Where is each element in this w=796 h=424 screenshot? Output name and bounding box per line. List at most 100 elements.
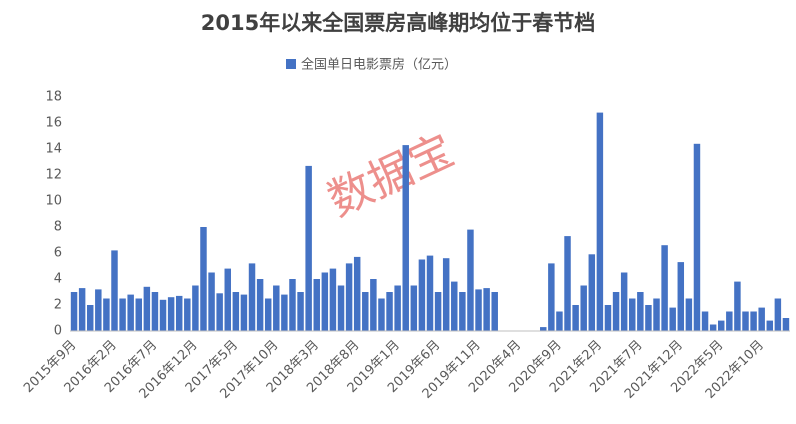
y-tick-label: 12 bbox=[45, 168, 62, 183]
bar bbox=[192, 285, 199, 331]
bar bbox=[95, 289, 102, 331]
bar bbox=[418, 259, 426, 331]
bar bbox=[135, 298, 142, 331]
bar bbox=[184, 298, 191, 331]
bar bbox=[604, 305, 612, 331]
bar bbox=[362, 292, 369, 331]
bar bbox=[394, 285, 401, 331]
bar bbox=[289, 279, 296, 331]
bar bbox=[143, 286, 151, 331]
bar bbox=[232, 292, 240, 331]
bar bbox=[151, 292, 159, 331]
bar bbox=[159, 299, 167, 331]
bar bbox=[774, 298, 782, 331]
chart-title: 2015年以来全国票房高峰期均位于春节档 bbox=[201, 11, 595, 35]
bar bbox=[353, 256, 361, 331]
y-tick-label: 0 bbox=[54, 324, 62, 339]
y-tick-label: 6 bbox=[54, 246, 62, 261]
bar bbox=[273, 285, 280, 331]
bar bbox=[70, 292, 78, 331]
bar bbox=[127, 294, 134, 331]
bar bbox=[208, 272, 215, 331]
bar bbox=[540, 327, 547, 331]
bar bbox=[329, 268, 337, 331]
bar bbox=[167, 297, 175, 331]
y-tick-label: 14 bbox=[45, 142, 62, 157]
bar bbox=[248, 263, 256, 331]
bar bbox=[572, 305, 579, 331]
y-tick-label: 8 bbox=[54, 220, 62, 235]
bar bbox=[742, 311, 749, 331]
bar bbox=[596, 112, 604, 331]
bar bbox=[410, 285, 418, 331]
bar bbox=[305, 165, 312, 331]
bar bbox=[556, 311, 563, 331]
y-tick-label: 2 bbox=[54, 298, 62, 313]
bar bbox=[175, 295, 183, 331]
bar bbox=[548, 263, 555, 331]
bar bbox=[240, 294, 248, 331]
bar bbox=[345, 263, 353, 331]
bar bbox=[321, 272, 329, 331]
bar bbox=[580, 285, 587, 331]
bar bbox=[782, 318, 790, 331]
bar bbox=[766, 320, 774, 331]
bar bbox=[669, 307, 676, 331]
bar bbox=[402, 145, 409, 331]
bar bbox=[620, 272, 628, 331]
bar bbox=[264, 298, 272, 331]
bar bbox=[637, 292, 644, 331]
bar bbox=[281, 294, 288, 331]
bar bbox=[442, 258, 450, 331]
bar bbox=[726, 311, 733, 331]
bar bbox=[564, 236, 571, 331]
bar bbox=[734, 281, 741, 331]
bar bbox=[78, 288, 86, 331]
legend-label: 全国单日电影票房（亿元） bbox=[301, 57, 457, 73]
bar bbox=[216, 293, 223, 331]
bar bbox=[86, 305, 94, 331]
bar bbox=[459, 292, 466, 331]
bar bbox=[256, 279, 264, 331]
bar bbox=[629, 298, 636, 331]
bar bbox=[224, 268, 231, 331]
bar bbox=[491, 292, 498, 331]
y-tick-label: 10 bbox=[45, 194, 62, 209]
bar bbox=[750, 311, 757, 331]
bar bbox=[103, 298, 110, 331]
bar bbox=[709, 324, 717, 331]
bar bbox=[119, 298, 126, 331]
bar bbox=[451, 281, 458, 331]
bar bbox=[758, 307, 765, 331]
bar bbox=[645, 305, 652, 331]
bar bbox=[653, 298, 660, 331]
y-tick-label: 4 bbox=[54, 272, 62, 287]
bar bbox=[612, 292, 620, 331]
bar bbox=[337, 285, 345, 331]
bar bbox=[693, 143, 701, 331]
bar bbox=[434, 292, 442, 331]
bar bbox=[483, 288, 490, 331]
bar bbox=[200, 227, 207, 331]
bar bbox=[475, 289, 482, 331]
bar bbox=[718, 320, 725, 331]
bar bbox=[426, 255, 434, 331]
y-tick-label: 18 bbox=[45, 90, 62, 105]
bar bbox=[467, 229, 474, 331]
bar bbox=[701, 311, 709, 331]
bar bbox=[313, 279, 320, 331]
bar bbox=[685, 298, 693, 331]
bar bbox=[111, 250, 118, 331]
bar bbox=[661, 245, 668, 331]
bar bbox=[677, 262, 685, 331]
bar bbox=[378, 298, 385, 331]
watermark: 数据宝 bbox=[320, 125, 461, 227]
bar bbox=[386, 292, 393, 331]
y-tick-label: 16 bbox=[45, 116, 62, 131]
bar bbox=[588, 254, 596, 331]
bar bbox=[297, 292, 304, 331]
legend-swatch bbox=[286, 59, 296, 69]
bar bbox=[370, 279, 377, 331]
